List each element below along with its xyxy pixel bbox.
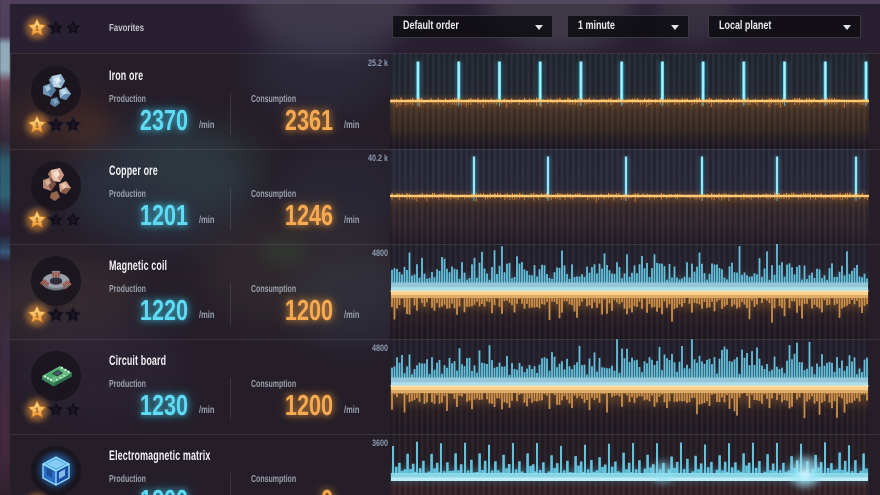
svg-text:3: 3 (71, 406, 75, 415)
svg-text:2: 2 (53, 406, 57, 415)
svg-text:1: 1 (35, 24, 39, 33)
svg-text:1: 1 (35, 216, 39, 225)
svg-text:1: 1 (35, 406, 39, 415)
svg-text:3: 3 (71, 121, 75, 130)
svg-text:2: 2 (53, 216, 57, 225)
svg-text:2: 2 (53, 24, 57, 33)
svg-text:3: 3 (71, 24, 75, 33)
svg-text:3: 3 (71, 216, 75, 225)
svg-text:1: 1 (35, 311, 39, 320)
svg-text:2: 2 (53, 311, 57, 320)
svg-text:1: 1 (35, 121, 39, 130)
svg-text:3: 3 (71, 311, 75, 320)
svg-text:2: 2 (53, 121, 57, 130)
